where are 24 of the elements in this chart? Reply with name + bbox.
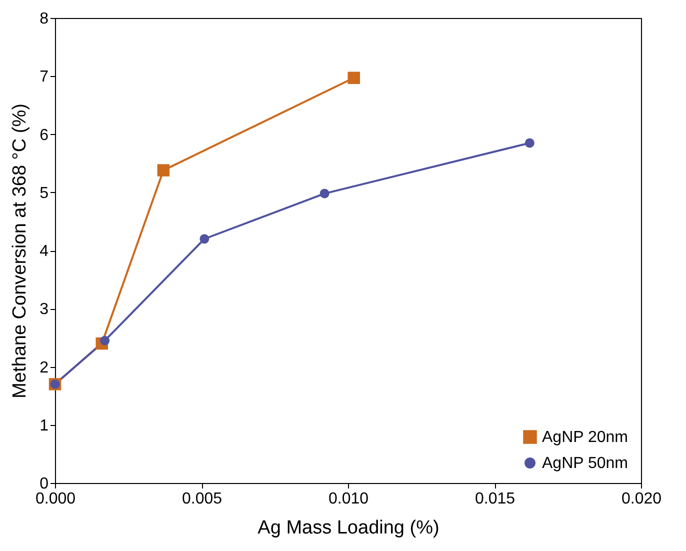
y-tick-label: 4 bbox=[40, 243, 49, 260]
point bbox=[200, 234, 210, 244]
y-tick-label: 1 bbox=[40, 417, 49, 434]
y-tick-label: 5 bbox=[40, 184, 49, 202]
y-tick-label: 0 bbox=[40, 476, 49, 492]
legend-label: AgNP 20nm bbox=[542, 429, 628, 446]
legend-label: AgNP 50nm bbox=[542, 455, 628, 472]
point bbox=[320, 188, 330, 198]
y-tick-label: 8 bbox=[40, 10, 49, 28]
point bbox=[100, 336, 110, 346]
x-tick-label: 0.015 bbox=[474, 490, 516, 508]
y-tick-label: 2 bbox=[40, 359, 49, 376]
y-axis-title: Methane Conversion at 368 °C (%) bbox=[10, 104, 31, 398]
y-tick-label: 6 bbox=[40, 126, 49, 144]
y-tick-label: 3 bbox=[40, 301, 49, 318]
point bbox=[524, 138, 534, 148]
x-tick-label: 0.020 bbox=[621, 490, 662, 508]
x-tick-label: 0.005 bbox=[182, 490, 222, 508]
point bbox=[348, 72, 360, 84]
x-axis-title: Ag Mass Loading (%) bbox=[258, 518, 440, 538]
y-tick-label: 7 bbox=[40, 68, 49, 86]
x-tick-label: 0.010 bbox=[328, 490, 369, 508]
point bbox=[157, 164, 170, 176]
x-tick-label: 0.000 bbox=[35, 490, 76, 508]
